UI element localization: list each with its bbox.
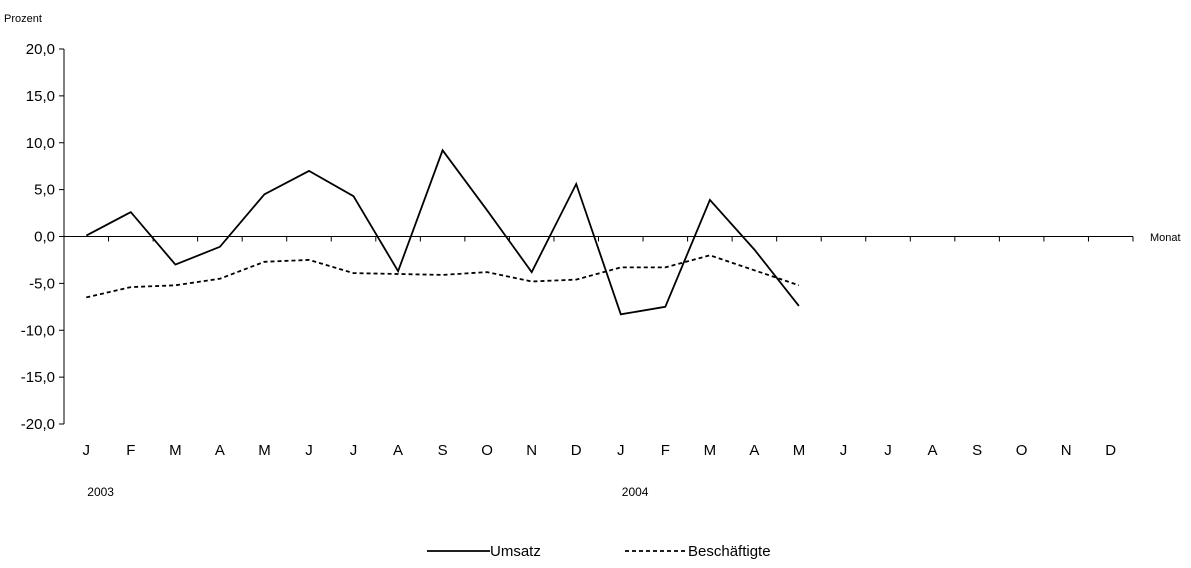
y-tick-label: -5,0 (29, 275, 55, 292)
x-tick-label: N (1061, 442, 1072, 459)
x-tick-label: O (481, 442, 493, 459)
x-tick-label: M (258, 442, 271, 459)
x-tick-label: M (704, 442, 717, 459)
x-tick-label: D (571, 442, 582, 459)
x-tick-label: A (928, 442, 938, 459)
y-tick-label: -20,0 (21, 416, 55, 433)
x-tick-label: S (972, 442, 982, 459)
x-tick-label: A (749, 442, 759, 459)
legend-label: Umsatz (490, 543, 541, 560)
x-tick-label: A (393, 442, 403, 459)
y-tick-label: 20,0 (26, 41, 55, 58)
y-tick-label: 5,0 (34, 182, 55, 199)
year-label: 2003 (87, 485, 114, 499)
y-tick-label: 15,0 (26, 88, 55, 105)
axes (59, 49, 1133, 424)
x-tick-label: J (83, 442, 91, 459)
y-tick-label: 0,0 (34, 229, 55, 246)
x-tick-label: J (884, 442, 892, 459)
y-tick-labels: 20,0 15,0 10,0 5,0 0,0 -5,0 -10,0 -15,0 -20,0 (21, 41, 55, 433)
series-line-beschaeftigte (86, 255, 799, 297)
legend: Umsatz Beschäftigte (427, 543, 771, 560)
legend-label: Beschäftigte (688, 543, 771, 560)
y-tick-label: -15,0 (21, 369, 55, 386)
x-tick-label: S (438, 442, 448, 459)
x-tick-label: M (793, 442, 806, 459)
x-tick-label: J (840, 442, 848, 459)
x-axis-title: Monat (1150, 232, 1181, 244)
x-tick-label: F (661, 442, 670, 459)
x-tick-label: O (1016, 442, 1028, 459)
y-tick-label: 10,0 (26, 135, 55, 152)
x-tick-label: J (617, 442, 625, 459)
x-tick-label: M (169, 442, 182, 459)
year-label: 2004 (622, 485, 649, 499)
year-labels: 2003 2004 (87, 485, 649, 499)
y-axis-title: Prozent (4, 13, 42, 25)
x-tick-label: J (305, 442, 313, 459)
x-tick-label: A (215, 442, 225, 459)
x-tick-label: J (350, 442, 358, 459)
x-tick-label: D (1105, 442, 1116, 459)
x-tick-label: N (526, 442, 537, 459)
series-line-umsatz (86, 150, 799, 314)
x-tick-label: F (126, 442, 135, 459)
y-tick-label: -10,0 (21, 322, 55, 339)
series-layer (86, 150, 799, 314)
